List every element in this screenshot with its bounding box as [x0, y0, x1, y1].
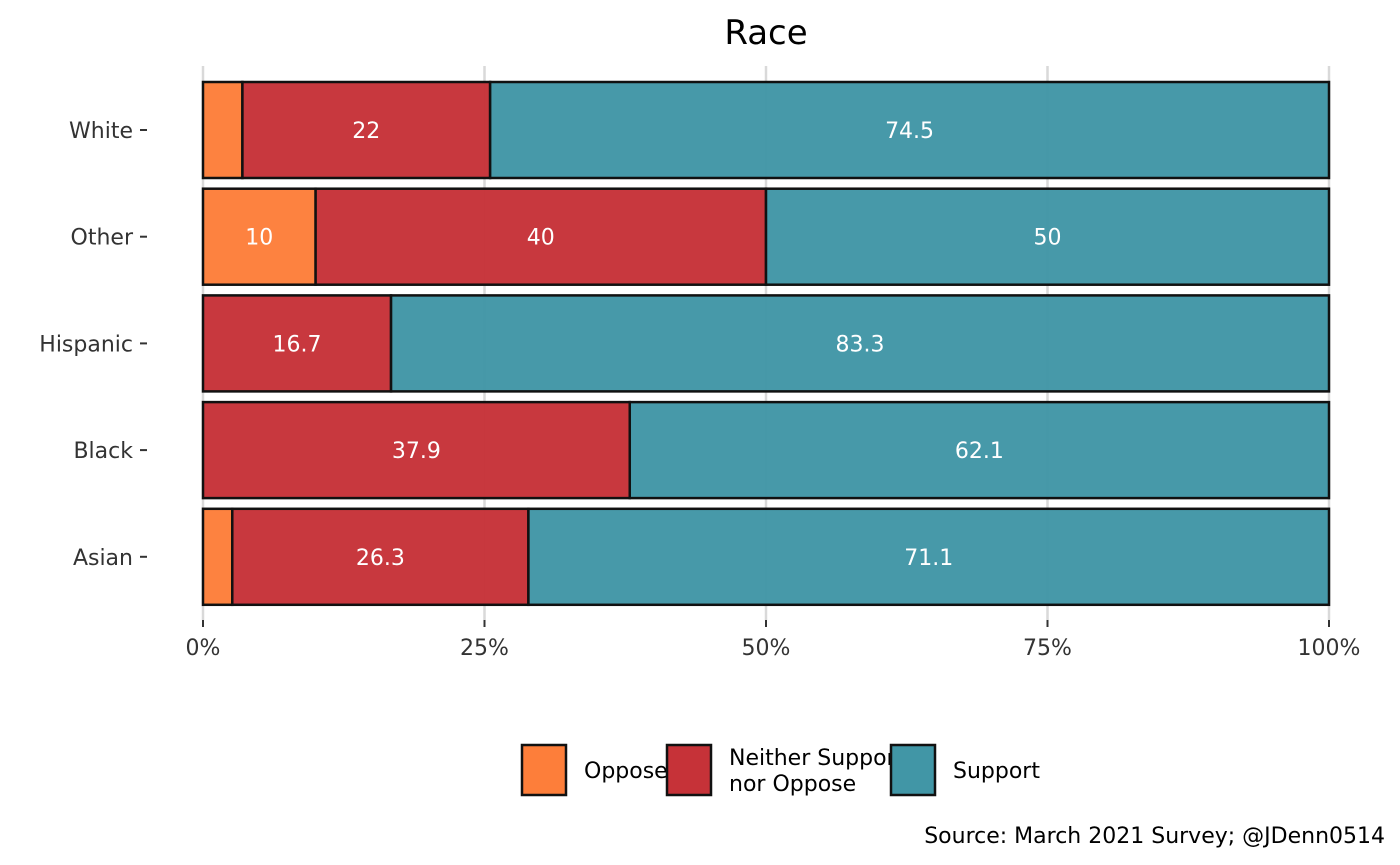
legend-label-line: Support: [953, 759, 1040, 784]
bar-segment: [201, 507, 234, 607]
data-label: 71.1: [904, 546, 953, 571]
data-label: 40: [527, 226, 555, 251]
legend-label-line: nor Oppose: [729, 772, 856, 797]
legend-key: [889, 743, 937, 797]
y-axis: White Other Hispanic Black Asian: [39, 119, 147, 571]
x-tick-label: 50%: [742, 636, 791, 661]
y-tick-label: Other: [71, 226, 134, 251]
x-tick-label: 0%: [186, 636, 221, 661]
data-label: 62.1: [955, 439, 1004, 464]
x-tick-label: 25%: [460, 636, 509, 661]
legend-label: Oppose: [584, 759, 668, 784]
bar-segment: [527, 507, 1331, 607]
x-tick-label: 75%: [1023, 636, 1072, 661]
bar-segment: [628, 400, 1331, 500]
y-tick-label: White: [69, 119, 133, 144]
y-tick-label: Hispanic: [39, 332, 133, 357]
y-tick-label: Black: [73, 439, 133, 464]
bar-segment: [241, 80, 492, 180]
legend-label: Neither Support nor Oppose: [729, 746, 905, 797]
bar-segment: [314, 187, 768, 286]
data-label: 22: [352, 119, 380, 144]
bar-segment: [201, 80, 244, 180]
bar-segment: [389, 294, 1331, 393]
data-label: 74.5: [885, 119, 934, 144]
legend-label: Support: [953, 759, 1040, 784]
bar-segment: [488, 80, 1331, 180]
data-label: 26.3: [356, 546, 405, 571]
legend: Oppose Neither Support nor Oppose Support: [520, 743, 1040, 797]
legend-key: [520, 743, 568, 797]
bars: [201, 80, 1331, 607]
chart-caption: Source: March 2021 Survey; @JDenn0514: [924, 824, 1385, 849]
legend-label-line: Neither Support: [729, 746, 905, 771]
legend-label-line: Oppose: [584, 759, 668, 784]
data-label: 16.7: [273, 332, 322, 357]
x-axis: 0% 25% 50% 75% 100%: [186, 620, 1361, 661]
x-tick-label: 100%: [1298, 636, 1361, 661]
bar-labels: 22 74.5 10 40 50 16.7 83.3 37.9 62.1 26.3 71.1: [245, 119, 1061, 571]
data-label: 10: [245, 226, 273, 251]
data-label: 83.3: [836, 332, 885, 357]
y-tick-label: Asian: [73, 546, 133, 571]
bar-segment: [201, 187, 317, 286]
data-label: 37.9: [392, 439, 441, 464]
chart-title: Race: [724, 13, 807, 53]
bar-segment: [764, 187, 1331, 286]
legend-key: [665, 743, 713, 797]
data-label: 50: [1034, 226, 1062, 251]
